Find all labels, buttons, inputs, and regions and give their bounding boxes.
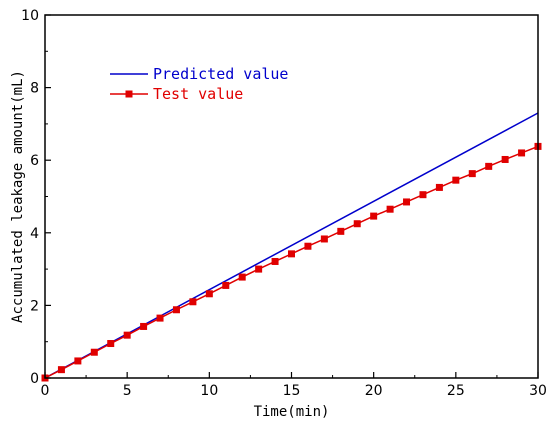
legend-marker-test-value: [125, 90, 133, 98]
data-point-test-value: [468, 170, 476, 178]
data-point-test-value: [501, 155, 509, 163]
y-tick-label: 6: [30, 153, 39, 169]
y-tick-label: 8: [30, 81, 39, 97]
data-point-test-value: [107, 340, 115, 348]
data-point-test-value: [419, 191, 427, 199]
data-point-test-value: [320, 235, 328, 243]
data-point-test-value: [452, 176, 460, 184]
data-point-test-value: [238, 273, 246, 281]
data-point-test-value: [370, 212, 378, 220]
data-point-test-value: [304, 242, 312, 250]
data-point-test-value: [140, 322, 148, 330]
y-tick-label: 10: [21, 8, 39, 24]
y-tick-label: 2: [30, 298, 39, 314]
data-point-test-value: [435, 183, 443, 191]
x-tick-label: 30: [529, 383, 547, 399]
x-tick-label: 10: [200, 383, 218, 399]
plot-frame: [44, 14, 539, 379]
data-point-test-value: [353, 220, 361, 228]
x-tick-label: 25: [447, 383, 465, 399]
data-point-test-value: [485, 162, 493, 170]
data-point-test-value: [386, 205, 394, 213]
y-tick-label: 0: [30, 371, 39, 387]
data-point-test-value: [222, 281, 230, 289]
axis-ticks: 0 5 10 15 20 25 30 0 2 4 6 8 10: [21, 8, 547, 399]
series-line-test-value: [44, 145, 539, 379]
data-point-test-value: [288, 250, 295, 258]
legend: Predicted value Test value: [110, 65, 288, 103]
y-axis-label: Accumulated leakage amount(mL): [10, 70, 26, 323]
data-point-test-value: [156, 314, 164, 322]
data-point-test-value: [123, 331, 131, 339]
plot-area: [41, 112, 542, 382]
legend-label-predicted-value: Predicted value: [153, 65, 288, 83]
data-point-test-value: [337, 227, 345, 235]
y-tick-label: 4: [30, 226, 39, 242]
data-point-test-value: [90, 348, 98, 356]
data-point-test-value: [172, 306, 180, 314]
x-tick-label: 20: [365, 383, 383, 399]
data-point-test-value: [189, 298, 197, 306]
data-point-test-value: [205, 290, 213, 298]
data-point-test-value: [518, 149, 526, 157]
x-tick-label: 0: [41, 383, 50, 399]
legend-label-test-value: Test value: [153, 85, 243, 103]
x-tick-label: 15: [283, 383, 301, 399]
data-point-test-value: [74, 357, 82, 365]
data-point-test-value: [271, 257, 279, 265]
data-point-test-value: [255, 265, 263, 273]
x-tick-label: 5: [123, 383, 132, 399]
data-point-test-value: [57, 366, 65, 374]
series-line-predicted-value: [44, 112, 539, 379]
x-axis-label: Time(min): [254, 404, 330, 420]
data-point-test-value: [403, 198, 411, 206]
